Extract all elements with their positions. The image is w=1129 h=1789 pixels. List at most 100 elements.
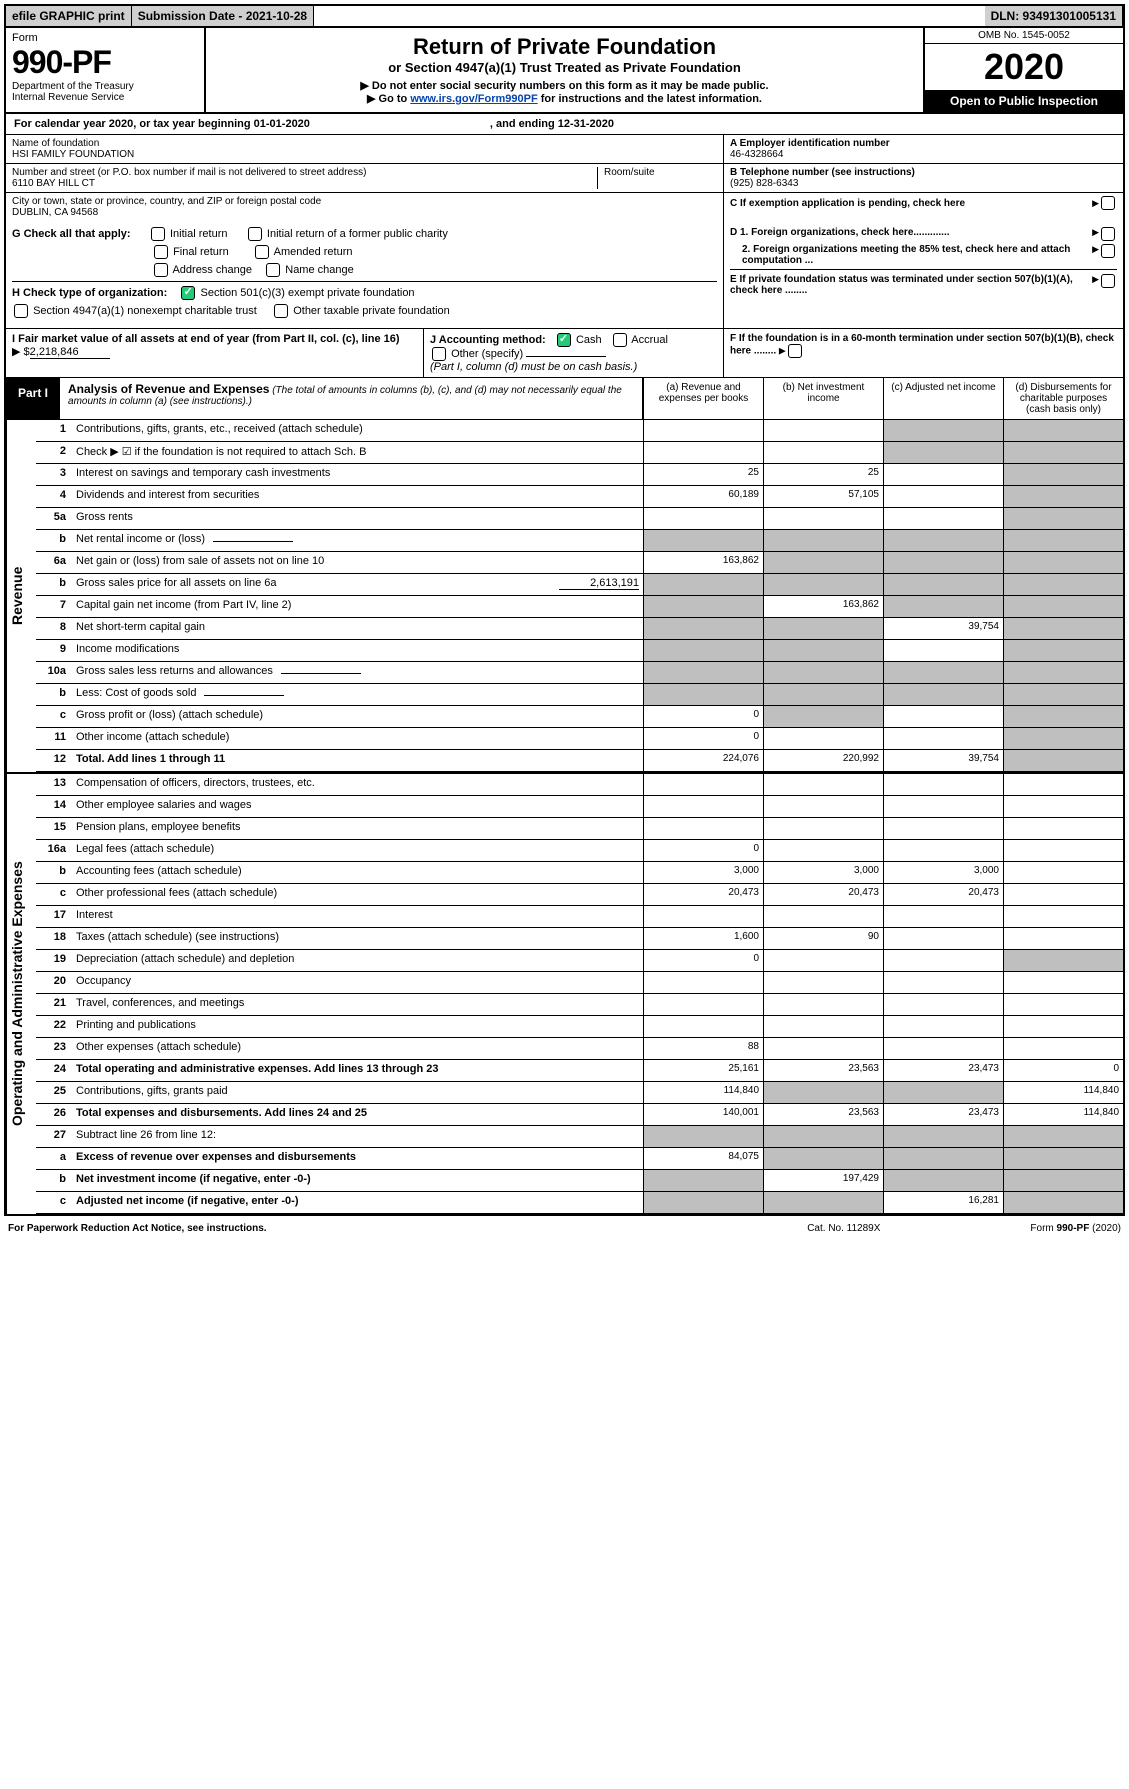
footer-left: For Paperwork Reduction Act Notice, see … — [8, 1223, 807, 1234]
table-cell — [763, 442, 883, 463]
table-cell — [763, 728, 883, 749]
table-cell — [643, 906, 763, 927]
addr-value: 6110 BAY HILL CT — [12, 178, 597, 189]
table-row: 16aLegal fees (attach schedule)0 — [36, 840, 1123, 862]
row-desc: Compensation of officers, directors, tru… — [72, 774, 643, 795]
j-other-checkbox[interactable] — [432, 347, 446, 361]
table-cell — [1003, 574, 1123, 595]
g-final-checkbox[interactable] — [154, 245, 168, 259]
c-row: C If exemption application is pending, c… — [724, 193, 1123, 213]
table-cell — [1003, 706, 1123, 727]
header-row: Form 990-PF Department of the Treasury I… — [6, 28, 1123, 114]
tax-year: 2020 — [925, 44, 1123, 90]
table-row: 21Travel, conferences, and meetings — [36, 994, 1123, 1016]
d1-checkbox[interactable] — [1101, 227, 1115, 241]
j-other-line — [526, 356, 606, 357]
table-cell: 39,754 — [883, 618, 1003, 639]
j-note: (Part I, column (d) must be on cash basi… — [430, 361, 717, 373]
j-cash-checkbox[interactable] — [557, 333, 571, 347]
table-cell — [643, 420, 763, 441]
c-checkbox[interactable] — [1101, 196, 1115, 210]
e-row: E If private foundation status was termi… — [730, 269, 1117, 296]
footer-right-post: (2020) — [1089, 1223, 1121, 1234]
g-amended-checkbox[interactable] — [255, 245, 269, 259]
table-cell — [883, 774, 1003, 795]
row-desc: Other professional fees (attach schedule… — [72, 884, 643, 905]
table-cell — [763, 796, 883, 817]
row-number: 18 — [36, 928, 72, 949]
city-row: City or town, state or province, country… — [6, 193, 723, 221]
table-row: bAccounting fees (attach schedule)3,0003… — [36, 862, 1123, 884]
revenue-table: Revenue 1Contributions, gifts, grants, e… — [6, 420, 1123, 772]
row-number: 5a — [36, 508, 72, 529]
table-cell — [643, 1126, 763, 1147]
table-row: 14Other employee salaries and wages — [36, 796, 1123, 818]
instr2-post: for instructions and the latest informat… — [538, 93, 762, 105]
e-label: E If private foundation status was termi… — [730, 274, 1092, 296]
row-desc: Check ▶ ☑ if the foundation is not requi… — [72, 442, 643, 463]
g-address-checkbox[interactable] — [154, 263, 168, 277]
h-other-checkbox[interactable] — [274, 304, 288, 318]
table-cell — [1003, 928, 1123, 949]
g-name-checkbox[interactable] — [266, 263, 280, 277]
form-title: Return of Private Foundation — [212, 34, 917, 60]
table-row: 12Total. Add lines 1 through 11224,07622… — [36, 750, 1123, 772]
f-checkbox[interactable] — [788, 344, 802, 358]
form-label: Form — [12, 32, 198, 44]
table-cell — [763, 1082, 883, 1103]
table-cell: 25 — [763, 464, 883, 485]
table-row: cGross profit or (loss) (attach schedule… — [36, 706, 1123, 728]
form-subtitle: or Section 4947(a)(1) Trust Treated as P… — [212, 60, 917, 75]
g-final: Final return — [173, 246, 229, 258]
row-number: 10a — [36, 662, 72, 683]
d2-row: 2. Foreign organizations meeting the 85%… — [730, 244, 1117, 266]
h-line1: H Check type of organization: Section 50… — [12, 281, 717, 300]
i-label: I Fair market value of all assets at end… — [12, 333, 400, 345]
row-number: 4 — [36, 486, 72, 507]
h-501c3-checkbox[interactable] — [181, 286, 195, 300]
h-4947-checkbox[interactable] — [14, 304, 28, 318]
expenses-sidelabel: Operating and Administrative Expenses — [6, 774, 36, 1214]
row-desc: Gross sales price for all assets on line… — [72, 574, 643, 595]
footer-right-bold: 990-PF — [1057, 1223, 1090, 1234]
footer-mid: Cat. No. 11289X — [807, 1223, 880, 1234]
row-desc: Excess of revenue over expenses and disb… — [72, 1148, 643, 1169]
expenses-table: Operating and Administrative Expenses 13… — [6, 772, 1123, 1214]
j-other: Other (specify) — [451, 348, 523, 360]
row-desc: Interest on savings and temporary cash i… — [72, 464, 643, 485]
e-checkbox[interactable] — [1101, 274, 1115, 288]
j-accrual-checkbox[interactable] — [613, 333, 627, 347]
g-line1: G Check all that apply: Initial return I… — [12, 227, 717, 241]
irs-link[interactable]: www.irs.gov/Form990PF — [410, 93, 537, 105]
table-cell — [883, 552, 1003, 573]
d2-checkbox[interactable] — [1101, 244, 1115, 258]
part1-header: Part I Analysis of Revenue and Expenses … — [6, 378, 1123, 420]
table-row: bGross sales price for all assets on lin… — [36, 574, 1123, 596]
table-cell — [763, 552, 883, 573]
form-number: 990-PF — [12, 44, 198, 81]
row-number: 14 — [36, 796, 72, 817]
table-cell: 140,001 — [643, 1104, 763, 1125]
table-row: bNet investment income (if negative, ent… — [36, 1170, 1123, 1192]
g-former: Initial return of a former public charit… — [267, 228, 448, 240]
table-cell — [883, 994, 1003, 1015]
g-initial-checkbox[interactable] — [151, 227, 165, 241]
row-number: 12 — [36, 750, 72, 771]
cal-end: , and ending 12-31-2020 — [490, 118, 614, 130]
table-cell — [643, 662, 763, 683]
table-cell — [1003, 750, 1123, 771]
table-row: 6aNet gain or (loss) from sale of assets… — [36, 552, 1123, 574]
row-desc: Taxes (attach schedule) (see instruction… — [72, 928, 643, 949]
table-cell: 23,473 — [883, 1060, 1003, 1081]
g-former-checkbox[interactable] — [248, 227, 262, 241]
cal-begin: For calendar year 2020, or tax year begi… — [14, 118, 310, 130]
table-cell: 57,105 — [763, 486, 883, 507]
row-desc: Depreciation (attach schedule) and deple… — [72, 950, 643, 971]
row-desc: Total operating and administrative expen… — [72, 1060, 643, 1081]
table-cell — [1003, 486, 1123, 507]
row-number: 7 — [36, 596, 72, 617]
row-desc: Net investment income (if negative, ente… — [72, 1170, 643, 1191]
table-cell — [1003, 1148, 1123, 1169]
g-label: G Check all that apply: — [12, 228, 131, 240]
table-row: 23Other expenses (attach schedule)88 — [36, 1038, 1123, 1060]
